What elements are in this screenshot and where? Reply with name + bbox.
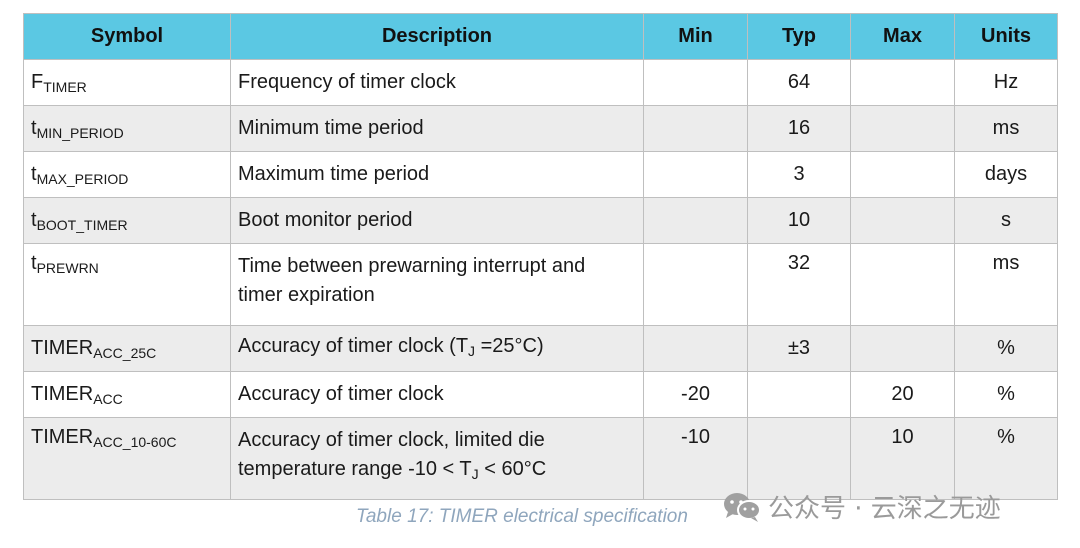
typ-cell: 3 (747, 151, 851, 198)
description-cell: Accuracy of timer clock, limited die temp… (230, 417, 644, 500)
typ-cell: 10 (747, 197, 851, 244)
typ-cell: ±3 (747, 325, 851, 372)
table-row: tMAX_PERIOD Maximum time period 3 days (23, 151, 1058, 198)
header-max: Max (850, 13, 955, 60)
max-cell (850, 151, 955, 198)
max-cell (850, 59, 955, 106)
watermark: 公众号 · 云深之无迹 (722, 488, 1001, 525)
table-row: tMIN_PERIOD Minimum time period 16 ms (23, 105, 1058, 152)
table-row: FTIMER Frequency of timer clock 64 Hz (23, 59, 1058, 106)
units-cell: ms (954, 243, 1058, 326)
description-cell: Minimum time period (230, 105, 644, 152)
min-cell (643, 151, 748, 198)
typ-cell (747, 417, 851, 500)
symbol-cell: tPREWRN (23, 243, 231, 326)
header-units: Units (954, 13, 1058, 60)
units-cell: Hz (954, 59, 1058, 106)
units-cell: % (954, 371, 1058, 418)
min-cell (643, 105, 748, 152)
max-cell (850, 105, 955, 152)
units-cell: ms (954, 105, 1058, 152)
max-cell (850, 197, 955, 244)
units-cell: % (954, 325, 1058, 372)
symbol-cell: TIMERACC_10-60C (23, 417, 231, 500)
header-description: Description (230, 13, 644, 60)
max-cell (850, 325, 955, 372)
typ-cell: 32 (747, 243, 851, 326)
symbol-cell: tMAX_PERIOD (23, 151, 231, 198)
table-row: tPREWRN Time between prewarning interrup… (23, 243, 1058, 326)
units-cell: days (954, 151, 1058, 198)
header-row: Symbol Description Min Typ Max Units (23, 13, 1058, 60)
typ-cell: 64 (747, 59, 851, 106)
description-cell: Time between prewarning interrupt and tim… (230, 243, 644, 326)
symbol-cell: tBOOT_TIMER (23, 197, 231, 244)
watermark-text: 公众号 · 云深之无迹 (768, 494, 1001, 524)
description-cell: Accuracy of timer clock (TJ =25°C) (230, 325, 644, 372)
min-cell: -20 (643, 371, 748, 418)
min-cell: -10 (643, 417, 748, 500)
header-typ: Typ (747, 13, 851, 60)
typ-cell (747, 371, 851, 418)
description-cell: Boot monitor period (230, 197, 644, 244)
symbol-cell: TIMERACC (23, 371, 231, 418)
table-row: TIMERACC_10-60C Accuracy of timer clock,… (23, 417, 1058, 500)
description-cell: Frequency of timer clock (230, 59, 644, 106)
header-min: Min (643, 13, 748, 60)
typ-cell: 16 (747, 105, 851, 152)
symbol-cell: tMIN_PERIOD (23, 105, 231, 152)
min-cell (643, 325, 748, 372)
symbol-cell: TIMERACC_25C (23, 325, 231, 372)
wechat-icon (724, 492, 761, 522)
max-cell: 20 (850, 371, 955, 418)
table-caption: Table 17: TIMER electrical specification (356, 506, 688, 527)
table-row: TIMERACC_25C Accuracy of timer clock (TJ… (23, 325, 1058, 372)
units-cell: s (954, 197, 1058, 244)
max-cell (850, 243, 955, 326)
max-cell: 10 (850, 417, 955, 500)
table-row: tBOOT_TIMER Boot monitor period 10 s (23, 197, 1058, 244)
min-cell (643, 197, 748, 244)
table-row: TIMERACC Accuracy of timer clock -20 20 … (23, 371, 1058, 418)
description-cell: Accuracy of timer clock (230, 371, 644, 418)
description-cell: Maximum time period (230, 151, 644, 198)
symbol-cell: FTIMER (23, 59, 231, 106)
timer-spec-table: Symbol Description Min Typ Max Units FTI… (23, 13, 1058, 500)
min-cell (643, 59, 748, 106)
header-symbol: Symbol (23, 13, 231, 60)
units-cell: % (954, 417, 1058, 500)
min-cell (643, 243, 748, 326)
